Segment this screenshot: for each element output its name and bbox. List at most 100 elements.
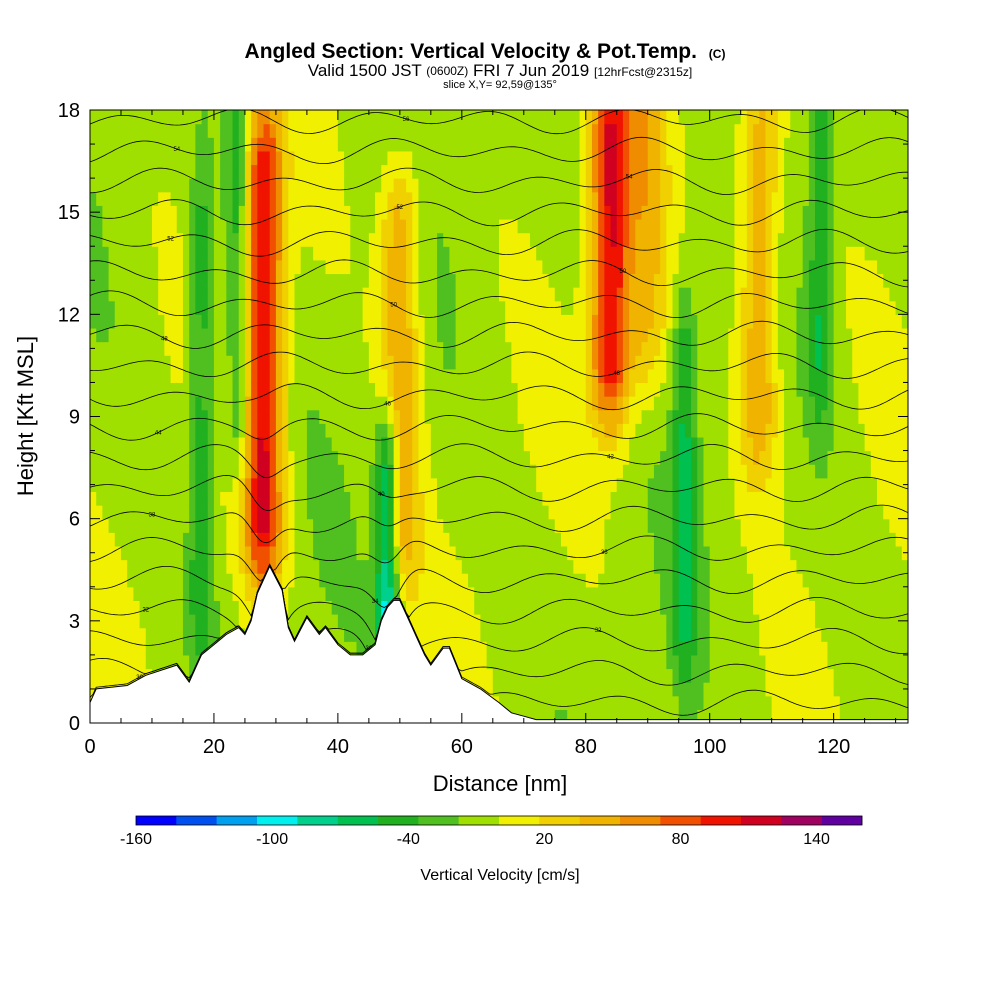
velocity-cell — [740, 164, 748, 179]
velocity-cell — [511, 150, 519, 166]
velocity-cell — [108, 110, 116, 125]
velocity-cell — [573, 191, 581, 206]
velocity-cell — [406, 110, 413, 125]
velocity-cell — [728, 368, 736, 384]
velocity-cell — [474, 341, 482, 356]
velocity-cell — [207, 477, 215, 493]
velocity-cell — [684, 205, 692, 220]
velocity-cell — [536, 137, 543, 152]
velocity-cell — [567, 614, 574, 629]
velocity-cell — [114, 545, 122, 561]
velocity-cell — [455, 559, 463, 574]
velocity-cell — [468, 368, 475, 384]
velocity-cell — [684, 259, 692, 275]
velocity-cell — [622, 450, 630, 465]
velocity-cell — [461, 110, 469, 125]
velocity-cell — [492, 641, 500, 656]
velocity-cell — [220, 341, 227, 356]
velocity-cell — [585, 110, 593, 125]
velocity-cell — [499, 586, 506, 601]
velocity-cell — [598, 505, 605, 520]
velocity-cell — [616, 150, 624, 166]
velocity-cell — [164, 314, 172, 329]
velocity-cell — [647, 164, 655, 179]
velocity-cell — [604, 287, 612, 302]
velocity-cell — [554, 287, 562, 302]
velocity-cell — [356, 314, 364, 329]
velocity-cell — [529, 464, 537, 479]
velocity-cell — [573, 573, 581, 588]
velocity-cell — [182, 110, 190, 125]
velocity-cell — [635, 695, 643, 710]
velocity-cell — [151, 436, 159, 452]
velocity-cell — [90, 355, 97, 370]
velocity-cell — [412, 259, 420, 275]
velocity-cell — [238, 518, 246, 533]
velocity-cell — [449, 110, 457, 125]
velocity-cell — [313, 232, 320, 247]
velocity-cell — [96, 273, 103, 288]
velocity-cell — [238, 464, 246, 479]
velocity-cell — [195, 627, 203, 642]
velocity-cell — [740, 178, 748, 193]
velocity-cell — [728, 436, 736, 452]
velocity-cell — [523, 709, 531, 723]
velocity-cell — [616, 137, 624, 152]
velocity-cell — [387, 355, 395, 370]
velocity-cell — [337, 232, 345, 247]
velocity-cell — [486, 682, 494, 697]
velocity-cell — [306, 341, 314, 356]
velocity-cell — [715, 614, 723, 629]
velocity-cell — [734, 396, 742, 411]
velocity-cell — [412, 423, 420, 438]
velocity-cell — [282, 273, 289, 288]
velocity-cell — [244, 409, 252, 424]
velocity-cell — [443, 450, 451, 465]
velocity-cell — [412, 246, 420, 261]
velocity-cell — [337, 627, 345, 642]
velocity-cell — [567, 709, 574, 723]
velocity-cell — [182, 164, 190, 179]
velocity-cell — [294, 314, 302, 329]
velocity-cell — [734, 259, 742, 275]
velocity-cell — [653, 682, 661, 697]
velocity-cell — [430, 218, 438, 234]
velocity-cell — [709, 123, 717, 138]
velocity-cell — [579, 695, 587, 710]
velocity-cell — [238, 287, 246, 302]
velocity-cell — [678, 654, 686, 670]
velocity-cell — [666, 396, 674, 411]
velocity-cell — [437, 559, 444, 574]
velocity-cell — [449, 409, 457, 424]
velocity-cell — [133, 586, 141, 601]
velocity-cell — [449, 327, 457, 343]
velocity-cell — [226, 273, 234, 288]
velocity-cell — [114, 532, 122, 547]
velocity-cell — [244, 450, 252, 465]
velocity-cell — [220, 396, 227, 411]
velocity-cell — [313, 573, 320, 588]
velocity-cell — [461, 314, 469, 329]
velocity-cell — [560, 654, 568, 670]
velocity-cell — [759, 518, 767, 533]
velocity-cell — [207, 614, 215, 629]
velocity-cell — [114, 164, 122, 179]
velocity-cell — [647, 205, 655, 220]
velocity-cell — [344, 614, 351, 629]
velocity-cell — [375, 614, 382, 629]
velocity-cell — [492, 232, 500, 247]
velocity-cell — [331, 532, 339, 547]
velocity-cell — [691, 695, 698, 710]
velocity-cell — [108, 123, 116, 138]
velocity-cell — [424, 137, 432, 152]
velocity-cell — [691, 164, 698, 179]
velocity-cell — [691, 423, 698, 438]
velocity-cell — [226, 600, 234, 615]
velocity-cell — [306, 287, 314, 302]
velocity-cell — [554, 368, 562, 384]
velocity-cell — [189, 355, 196, 370]
velocity-cell — [145, 218, 153, 234]
velocity-cell — [666, 137, 674, 152]
velocity-cell — [356, 396, 364, 411]
velocity-cell — [381, 110, 389, 125]
